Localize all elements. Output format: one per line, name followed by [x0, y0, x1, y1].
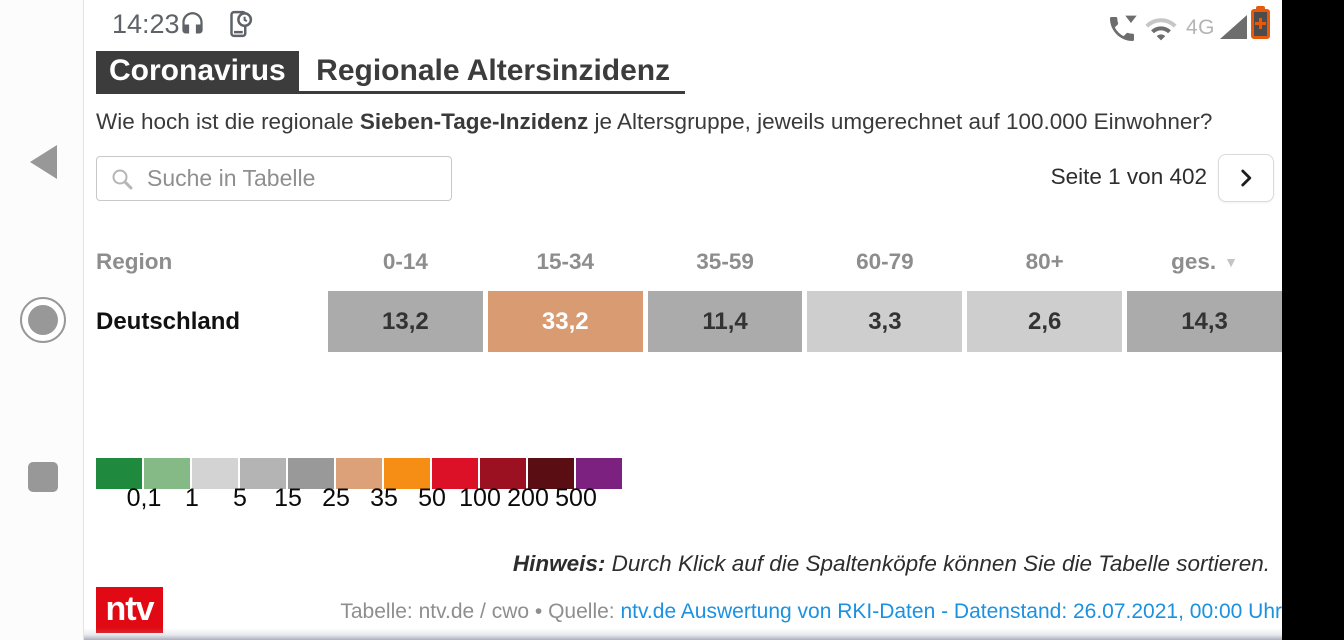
legend-label: 25: [322, 484, 350, 512]
status-time: 14:23: [112, 9, 180, 39]
headline-kicker: Coronavirus: [96, 51, 299, 91]
legend-label: 35: [370, 484, 398, 512]
page-title: Regionale Altersinzidenz: [316, 54, 671, 87]
legend-label: 500: [555, 484, 597, 512]
ntv-logo: ntv: [96, 587, 163, 633]
row-region-label: Deutschland: [96, 308, 241, 335]
column-header-0-14[interactable]: 0-14: [382, 249, 428, 274]
sort-hint-text: Durch Klick auf die Spaltenköpfe können …: [605, 551, 1270, 576]
column-header-ges-label: ges.: [1171, 249, 1217, 274]
battery-saver-icon: [1251, 6, 1270, 39]
legend-color-scale: [96, 458, 624, 489]
column-headers: 0-14 15-34 35-59 60-79 80+ ges. ▼: [328, 249, 1282, 275]
sort-desc-icon: ▼: [1224, 254, 1238, 270]
column-header-region[interactable]: Region: [96, 249, 173, 274]
letterbox-bar: [1282, 0, 1344, 640]
recents-icon[interactable]: [28, 462, 58, 492]
cell-80plus: 2,6: [967, 291, 1123, 352]
home-icon-dot: [28, 305, 58, 335]
bottom-fade: [84, 628, 1282, 640]
android-nav-rail: [0, 0, 84, 640]
subtitle: Wie hoch ist die regionale Sieben-Tage-I…: [96, 109, 1212, 135]
legend-label: 200: [507, 484, 549, 512]
cell-60-79: 3,3: [807, 291, 963, 352]
legend-swatch: [480, 458, 526, 489]
next-page-button[interactable]: [1218, 154, 1274, 202]
legend-swatch: [336, 458, 382, 489]
network-type-label: 4G: [1186, 16, 1216, 39]
headphones-icon: [182, 12, 203, 34]
legend-label: 5: [233, 484, 247, 512]
legend-swatch: [384, 458, 430, 489]
subtitle-bold: Sieben-Tage-Inzidenz: [359, 109, 589, 134]
column-header-60-79[interactable]: 60-79: [856, 249, 914, 274]
column-header-15-34[interactable]: 15-34: [536, 249, 595, 274]
sort-hint-label: Hinweis:: [512, 551, 606, 576]
cell-15-34: 33,2: [487, 291, 643, 352]
cell-35-59: 11,4: [647, 291, 803, 352]
subtitle-suffix: je Altersgruppe, jeweils umgerechnet auf…: [588, 109, 1213, 134]
legend-swatch: [96, 458, 142, 489]
home-icon[interactable]: [20, 297, 66, 343]
table-row: 13,2 33,2 11,4 3,3 2,6 14,3: [328, 291, 1282, 352]
legend-label: 1: [185, 484, 199, 512]
column-header-80plus[interactable]: 80+: [1025, 249, 1064, 274]
cell-0-14: 13,2: [328, 291, 483, 352]
screen-time-icon: [230, 10, 253, 38]
legend-swatch: [432, 458, 478, 489]
cell-ges: 14,3: [1127, 291, 1282, 352]
legend-swatch: [240, 458, 286, 489]
legend-swatch: [192, 458, 238, 489]
back-icon[interactable]: [30, 145, 57, 179]
wifi-calling-icon: [1110, 15, 1137, 41]
source-credit: Tabelle: ntv.de / cwo • Quelle: ntv.de A…: [340, 600, 1282, 624]
headline-underline: [96, 91, 685, 94]
legend-label: 0,1: [126, 484, 162, 512]
legend-swatch: [144, 458, 190, 489]
search-icon: [112, 169, 133, 190]
source-link[interactable]: ntv.de Auswertung von RKI-Daten - Datens…: [620, 600, 1282, 623]
column-header-ges[interactable]: ges. ▼: [1127, 249, 1282, 275]
sort-hint: Hinweis: Durch Klick auf die Spaltenköpf…: [500, 551, 1270, 577]
wifi-icon: [1145, 18, 1177, 41]
legend-label: 100: [459, 484, 501, 512]
column-header-35-59[interactable]: 35-59: [696, 249, 754, 274]
credit-text: Tabelle: ntv.de / cwo • Quelle:: [340, 600, 621, 623]
search-input[interactable]: Suche in Tabelle: [96, 156, 452, 201]
legend-swatch: [288, 458, 334, 489]
legend-swatch: [576, 458, 622, 489]
legend-label: 50: [418, 484, 446, 512]
pagination-label: Seite 1 von 402: [1050, 164, 1207, 189]
legend-swatch: [528, 458, 574, 489]
signal-icon: [1220, 15, 1247, 39]
search-placeholder: Suche in Tabelle: [147, 165, 316, 191]
headline: Coronavirus Regionale Altersinzidenz: [96, 51, 670, 91]
chevron-right-icon: [1241, 169, 1252, 187]
subtitle-prefix: Wie hoch ist die regionale: [96, 109, 360, 134]
legend-label: 15: [274, 484, 302, 512]
